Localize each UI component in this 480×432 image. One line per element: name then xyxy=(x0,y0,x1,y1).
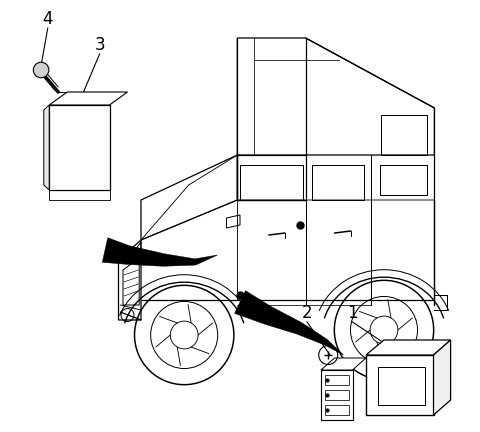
Circle shape xyxy=(33,62,49,78)
Text: 3: 3 xyxy=(94,36,105,54)
Polygon shape xyxy=(366,340,451,355)
Polygon shape xyxy=(366,355,433,415)
Polygon shape xyxy=(321,370,352,420)
Polygon shape xyxy=(49,105,109,190)
Polygon shape xyxy=(433,340,451,415)
Text: 2: 2 xyxy=(301,304,312,322)
Polygon shape xyxy=(49,92,128,105)
Text: 1: 1 xyxy=(347,304,358,322)
PathPatch shape xyxy=(102,238,217,266)
Polygon shape xyxy=(44,105,49,190)
Text: 4: 4 xyxy=(43,10,53,29)
PathPatch shape xyxy=(235,291,344,355)
Polygon shape xyxy=(321,358,366,370)
